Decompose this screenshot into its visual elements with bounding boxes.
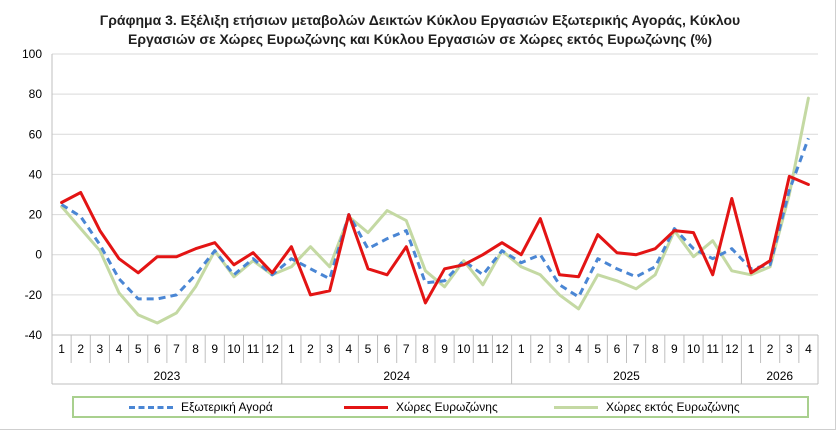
x-month-label: 6 bbox=[614, 342, 621, 356]
x-month-label: 7 bbox=[173, 342, 180, 356]
x-month-label: 6 bbox=[154, 342, 161, 356]
x-month-label: 3 bbox=[556, 342, 563, 356]
legend-item: Εξωτερική Αγορά bbox=[129, 398, 273, 416]
y-tick-label: -40 bbox=[25, 328, 43, 342]
series-line-1 bbox=[60, 174, 810, 305]
x-month-label: 9 bbox=[441, 342, 448, 356]
y-tick-label: 20 bbox=[29, 208, 43, 222]
legend-label: Χώρες εκτός Ευρωζώνης bbox=[606, 400, 740, 414]
x-month-label: 7 bbox=[633, 342, 640, 356]
y-tick-label: 60 bbox=[29, 127, 43, 141]
x-month-label: 5 bbox=[135, 342, 142, 356]
y-tick-label: 80 bbox=[29, 87, 43, 101]
chart-title-line2: Εργασιών σε Χώρες Ευρωζώνης και Κύκλου Ε… bbox=[128, 31, 712, 47]
legend-swatch bbox=[129, 405, 173, 409]
x-month-label: 4 bbox=[116, 342, 123, 356]
y-tick-label: 0 bbox=[35, 248, 42, 262]
x-month-label: 12 bbox=[495, 342, 509, 356]
x-month-label: 3 bbox=[97, 342, 104, 356]
x-month-label: 4 bbox=[575, 342, 582, 356]
x-month-label: 6 bbox=[384, 342, 391, 356]
x-month-label: 7 bbox=[403, 342, 410, 356]
x-year-label: 2026 bbox=[766, 369, 793, 383]
x-month-label: 10 bbox=[227, 342, 241, 356]
x-month-label: 12 bbox=[266, 342, 280, 356]
x-year-label: 2025 bbox=[613, 369, 640, 383]
legend-label: Χώρες Ευρωζώνης bbox=[396, 400, 498, 414]
x-month-label: 1 bbox=[58, 342, 65, 356]
x-year-label: 2024 bbox=[383, 369, 410, 383]
x-month-label: 11 bbox=[247, 342, 260, 356]
x-month-label: 5 bbox=[594, 342, 601, 356]
series-line-0 bbox=[60, 137, 810, 301]
x-month-label: 9 bbox=[671, 342, 678, 356]
legend-label: Εξωτερική Αγορά bbox=[181, 400, 273, 414]
y-tick-label: 100 bbox=[22, 47, 42, 61]
x-month-label: 8 bbox=[192, 342, 199, 356]
chart-title-line1: Γράφημα 3. Εξέλιξη ετήσιων μεταβολών Δει… bbox=[99, 12, 741, 28]
x-month-label: 1 bbox=[288, 342, 295, 356]
y-tick-label: -20 bbox=[25, 288, 43, 302]
x-month-label: 9 bbox=[211, 342, 218, 356]
x-month-label: 4 bbox=[345, 342, 352, 356]
legend-item: Χώρες Ευρωζώνης bbox=[344, 398, 498, 416]
x-month-label: 3 bbox=[326, 342, 333, 356]
legend-item: Χώρες εκτός Ευρωζώνης bbox=[554, 398, 740, 416]
x-month-label: 2 bbox=[77, 342, 84, 356]
x-month-label: 10 bbox=[687, 342, 701, 356]
series-line-2 bbox=[60, 96, 810, 325]
chart-legend: Εξωτερική Αγορά Χώρες Ευρωζώνης Χώρες εκτό… bbox=[72, 396, 809, 418]
x-month-label: 1 bbox=[518, 342, 525, 356]
x-month-label: 11 bbox=[477, 342, 490, 356]
x-month-label: 10 bbox=[457, 342, 471, 356]
x-month-label: 5 bbox=[365, 342, 372, 356]
x-month-label: 3 bbox=[786, 342, 793, 356]
y-tick-label: 40 bbox=[29, 167, 43, 181]
x-month-label: 11 bbox=[706, 342, 719, 356]
x-month-label: 12 bbox=[725, 342, 739, 356]
x-year-label: 2023 bbox=[154, 369, 181, 383]
x-month-label: 2 bbox=[767, 342, 774, 356]
legend-swatch bbox=[344, 405, 388, 409]
x-month-label: 4 bbox=[805, 342, 812, 356]
x-month-label: 2 bbox=[537, 342, 544, 356]
x-month-label: 8 bbox=[422, 342, 429, 356]
x-month-label: 8 bbox=[652, 342, 659, 356]
x-month-label: 2 bbox=[307, 342, 314, 356]
x-month-label: 1 bbox=[748, 342, 755, 356]
legend-swatch bbox=[554, 405, 598, 409]
